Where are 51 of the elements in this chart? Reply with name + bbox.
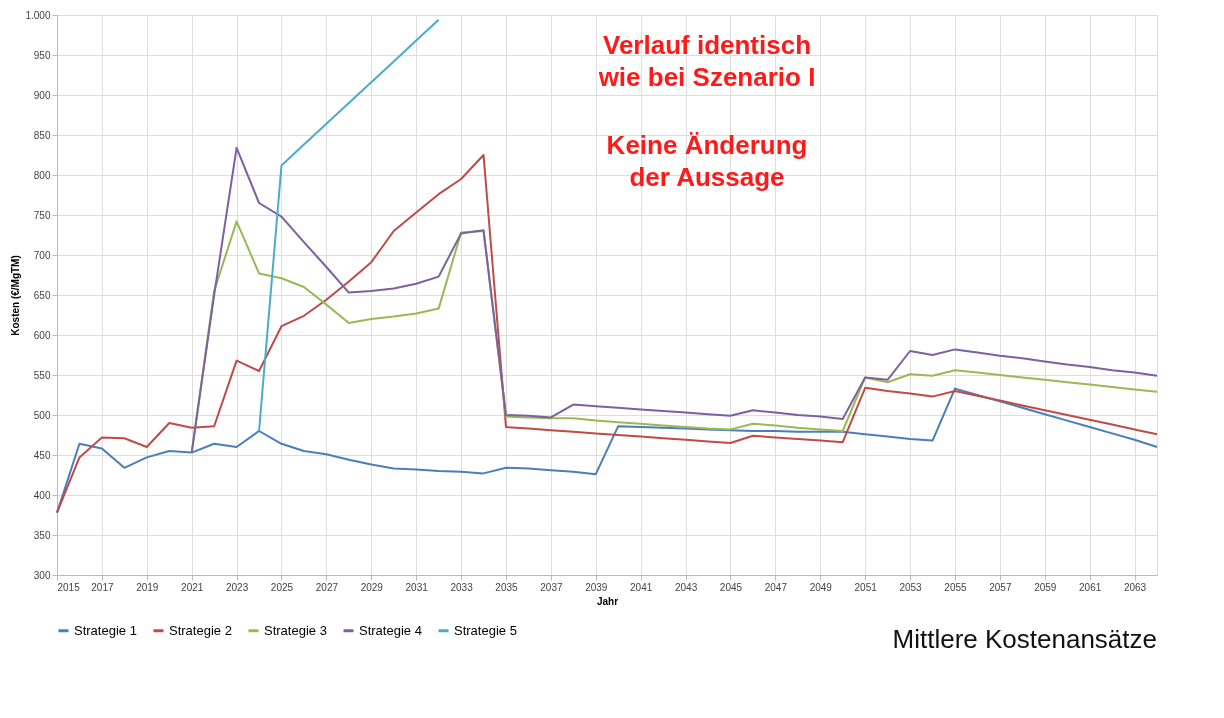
x-tick-label: 2053 [899,581,923,593]
x-tick-label: 2043 [674,581,698,593]
x-axis-title: Jahr [596,595,619,607]
y-tick-label: 750 [33,209,51,221]
y-tick-label: 600 [33,329,51,341]
y-tick-label: 300 [33,569,51,581]
x-tick-label: 2047 [764,581,788,593]
x-tick-label: 2039 [585,581,608,593]
y-tick-label: 850 [33,129,51,141]
x-tick-label: 2017 [91,581,114,593]
y-tick-label: 350 [33,529,51,541]
y-tick-label: 950 [33,49,51,61]
y-tick-label: 500 [33,409,51,421]
legend-label: Strategie 4 [359,622,422,638]
x-tick-label: 2033 [450,581,474,593]
x-tick-label: 2021 [181,581,204,593]
x-tick-label: 2051 [854,581,878,593]
x-tick-label: 2015 [57,581,81,593]
x-tick-label: 2037 [540,581,563,593]
y-tick-label: 400 [33,489,51,501]
x-tick-label: 2019 [136,581,159,593]
legend-label: Strategie 1 [74,622,137,638]
x-tick-label: 2061 [1079,581,1102,593]
y-tick-label: 550 [33,369,51,381]
x-tick-label: 2025 [270,581,294,593]
line-series [258,18,440,432]
y-tick-label: 700 [33,249,51,261]
text: Mittlere Kostenansätze [892,624,1157,654]
x-tick-label: 2029 [360,581,384,593]
y-tick-label: 1.000 [25,9,51,21]
y-axis-title: Kosten (€/MgTM) [10,255,22,336]
x-tick-label: 2063 [1123,581,1147,593]
legend-label: Strategie 5 [454,622,517,638]
x-tick-label: 2027 [315,581,339,593]
legend-label: Strategie 2 [169,622,232,638]
x-tick-label: 2045 [719,581,743,593]
y-tick-label: 800 [33,169,51,181]
x-tick-label: 2049 [809,581,833,593]
x-tick-label: 2059 [1034,581,1057,593]
x-tick-label: 2057 [989,581,1012,593]
x-tick-label: 2023 [225,581,249,593]
x-tick-label: 2035 [495,581,519,593]
y-tick-label: 450 [33,449,51,461]
x-tick-label: 2031 [405,581,429,593]
x-tick-label: 2041 [630,581,653,593]
annotation: Verlauf identisch wie bei Szenario I [597,30,816,92]
y-tick-label: 900 [33,89,51,101]
x-tick-label: 2055 [944,581,968,593]
annotation: Keine Änderung der Aussage [606,130,808,192]
y-tick-label: 650 [33,289,51,301]
legend-label: Strategie 3 [264,622,327,638]
